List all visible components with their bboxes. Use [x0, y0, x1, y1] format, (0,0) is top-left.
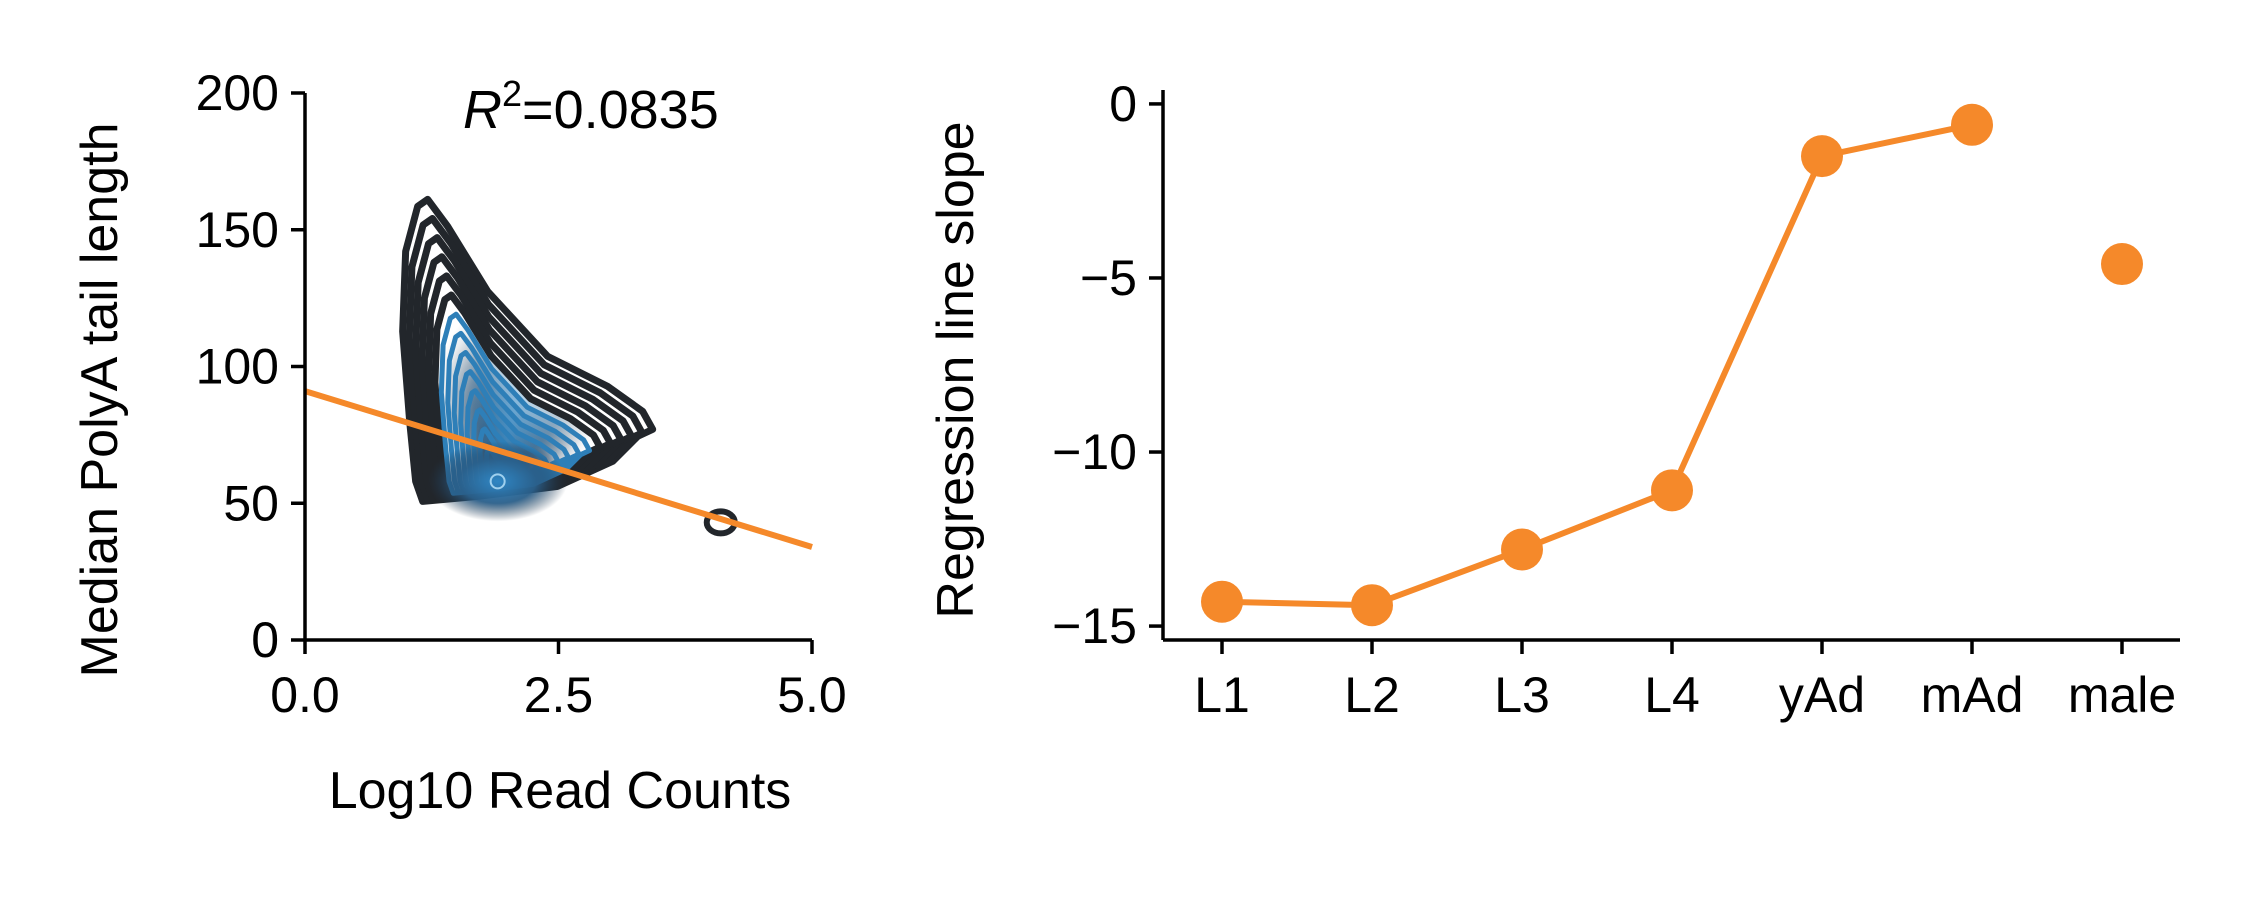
- right-x-tick-label: L3: [1494, 667, 1550, 723]
- kde-contour-level: [412, 234, 636, 503]
- right-axes: [1161, 90, 2180, 642]
- right-x-tick-label: L2: [1344, 667, 1400, 723]
- right-y-tick-label: −15: [1052, 598, 1137, 654]
- right-y-ticks: 0 −5 −10 −15: [1052, 76, 1163, 654]
- left-y-tick-label: 150: [196, 202, 279, 258]
- r-squared-annotation: R2=0.0835: [463, 73, 719, 140]
- left-y-tick-label: 100: [196, 339, 279, 395]
- left-x-tick-label: 0.0: [270, 667, 340, 723]
- y-axis-title: Median PolyA tail length: [71, 122, 129, 677]
- right-x-tick-label: mAd: [1921, 667, 2024, 723]
- right-y-tick-label: −5: [1080, 250, 1137, 306]
- kde-contour-level: [418, 253, 625, 501]
- x-axis-title: Log10 Read Counts: [329, 762, 792, 820]
- left-x-ticks: 0.0 2.5 5.0: [270, 640, 847, 723]
- slope-panel: 0 −5 −10 −15 L1 L2 L3 L4 yAd mAd male Regression …: [927, 76, 2180, 723]
- regression-line: [304, 388, 813, 550]
- slope-point-l4: [1651, 469, 1693, 512]
- slope-point-mad: [1951, 103, 1993, 146]
- right-x-ticks: L1 L2 L3 L4 yAd mAd male: [1194, 640, 2176, 723]
- right-y-tick-label: −10: [1052, 424, 1137, 480]
- slope-point-male: [2101, 243, 2143, 286]
- right-x-tick-label: L4: [1644, 667, 1700, 723]
- kde-contour-level: [405, 215, 646, 504]
- kde-peak-marker: [489, 473, 506, 490]
- left-y-tick-label: 200: [196, 65, 279, 121]
- kde-contour-level: [424, 272, 615, 500]
- left-axes: [303, 93, 812, 642]
- left-x-tick-label: 2.5: [524, 667, 594, 723]
- left-y-tick-label: 50: [223, 475, 279, 531]
- slope-point-l2: [1351, 584, 1393, 627]
- slope-series-points: [1201, 103, 2143, 627]
- slope-series-line: [1221, 121, 1973, 609]
- r-squared-value: =0.0835: [522, 80, 719, 140]
- slope-point-l3: [1501, 528, 1543, 571]
- right-x-tick-label: male: [2068, 667, 2176, 723]
- right-x-tick-label: yAd: [1779, 667, 1865, 723]
- left-y-tick-label: 0: [251, 612, 279, 668]
- left-y-ticks: 0 50 100 150 200: [196, 65, 305, 668]
- slope-point-yad: [1801, 135, 1843, 178]
- regression-line-group: [304, 388, 813, 550]
- right-y-tick-label: 0: [1109, 76, 1137, 132]
- right-y-axis-title: Regression line slope: [927, 121, 985, 618]
- kde-contour-level: [399, 195, 657, 505]
- kde-scatter-panel: 0.0 2.5 5.0 0 50 100 150 200 Log10 Read Counts…: [71, 65, 847, 820]
- kde-contours: [399, 195, 738, 537]
- r-squared-exponent: 2: [502, 73, 522, 114]
- left-x-tick-label: 5.0: [777, 667, 847, 723]
- slope-line-path: [1221, 121, 1973, 609]
- slope-point-l1: [1201, 580, 1243, 623]
- right-x-tick-label: L1: [1194, 667, 1250, 723]
- r-squared-symbol: R: [463, 80, 502, 140]
